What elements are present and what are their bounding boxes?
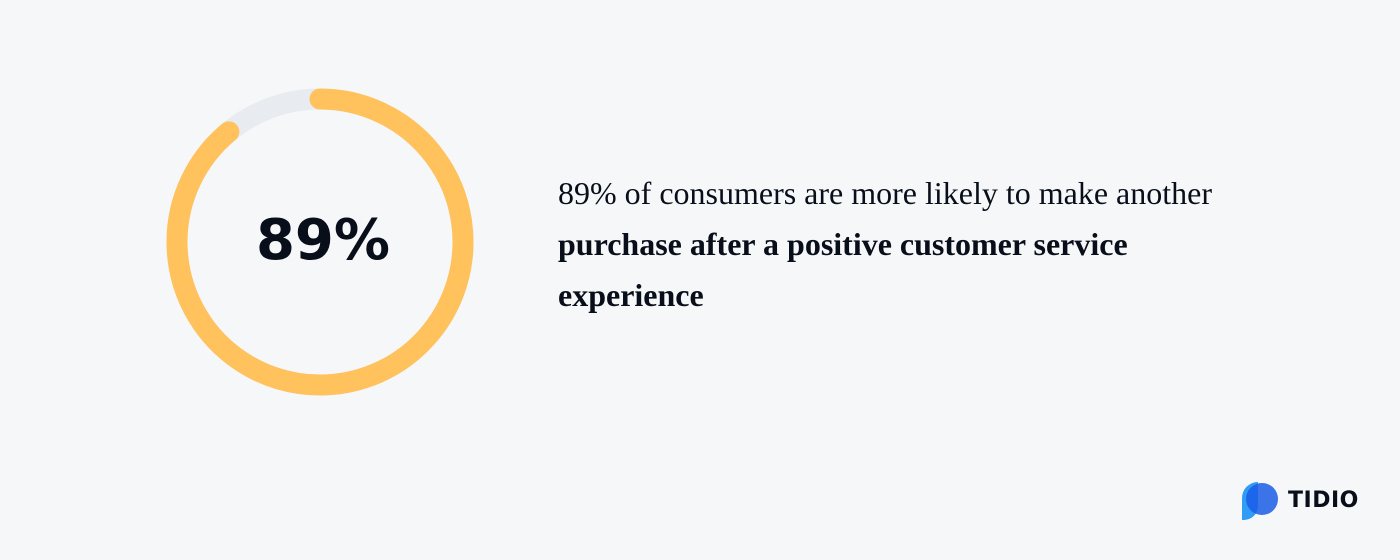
caption-text: 89% of consumers are more likely to make… <box>558 175 1212 211</box>
ring-arc <box>166 88 474 396</box>
caption-bold: purchase after a positive customer servi… <box>558 226 1128 313</box>
logo-shape <box>1246 483 1278 515</box>
logo-text: TIDIO <box>1288 488 1359 513</box>
caption: 89% of consumers are more likely to make… <box>558 168 1248 321</box>
value-label: 89% <box>256 208 390 273</box>
logo-icon <box>1242 482 1278 520</box>
